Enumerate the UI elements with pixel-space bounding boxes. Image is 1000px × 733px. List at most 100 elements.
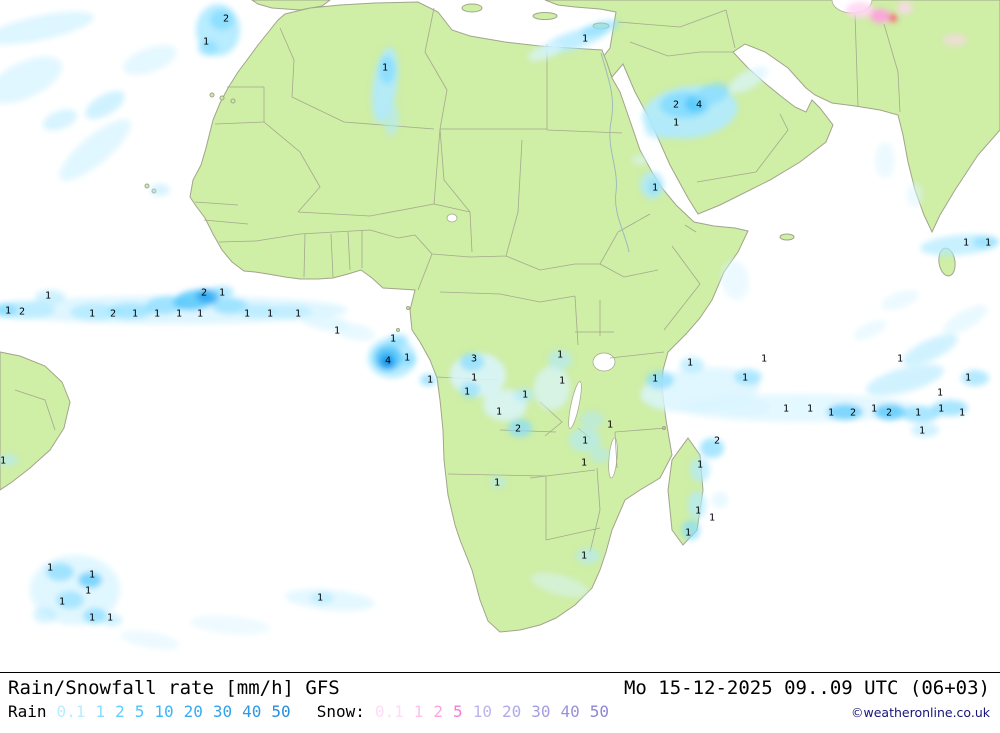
precip-value-label: 1 — [0, 456, 6, 467]
precip-blob — [973, 236, 997, 248]
legend-value: 0.1 — [374, 702, 404, 721]
canary-island — [209, 92, 215, 98]
precip-value-label: 1 — [685, 528, 691, 539]
precip-blob — [0, 56, 63, 104]
sicily-island — [461, 3, 483, 13]
legend-value: 1 — [413, 702, 424, 721]
precip-blob — [710, 394, 770, 416]
precip-value-label: 1 — [404, 353, 410, 364]
precip-value-label: 1 — [557, 350, 563, 361]
precip-value-label: 1 — [687, 358, 693, 369]
lake-victoria — [592, 352, 616, 372]
legend-value: 5 — [134, 702, 145, 721]
precip-value-label: 2 — [19, 307, 25, 318]
precip-value-label: 1 — [652, 183, 658, 194]
precip-blob — [688, 491, 706, 519]
precip-blob — [646, 371, 674, 389]
precip-blob — [0, 454, 18, 466]
precip-blob — [943, 34, 967, 46]
precip-value-label: 1 — [317, 593, 323, 604]
precip-blob — [33, 607, 57, 623]
precip-value-label: 1 — [965, 373, 971, 384]
precip-blob — [897, 2, 913, 14]
precip-blob — [78, 572, 102, 588]
precip-value-label: 1 — [496, 407, 502, 418]
lake-tanganyika — [568, 381, 582, 429]
precip-value-label: 1 — [334, 326, 340, 337]
precip-value-label: 1 — [695, 506, 701, 517]
legend-value: 5 — [453, 702, 463, 721]
precip-blob — [632, 155, 648, 165]
precip-blob — [420, 374, 436, 386]
map-footer: Rain/Snowfall rate [mm/h] GFS Mo 15-12-2… — [0, 672, 1000, 733]
precip-blob — [59, 119, 131, 181]
precip-value-label: 1 — [107, 613, 113, 624]
precip-value-label: 1 — [427, 375, 433, 386]
precip-blob — [530, 572, 590, 598]
precip-blob — [0, 303, 17, 317]
legend-value: 30 — [212, 702, 233, 721]
precip-value-label: 2 — [110, 309, 116, 320]
product-title: Rain/Snowfall rate [mm/h] GFS — [8, 677, 340, 699]
precip-blob — [379, 56, 395, 84]
precip-blob — [384, 358, 392, 366]
precip-blob — [35, 290, 65, 304]
precip-value-label: 1 — [697, 460, 703, 471]
precip-blob — [70, 304, 120, 320]
precip-value-label: 1 — [582, 436, 588, 447]
precip-blob — [108, 303, 152, 319]
precip-value-label: 1 — [871, 404, 877, 415]
precip-value-label: 2 — [223, 14, 229, 25]
socotra-island — [779, 233, 795, 241]
precip-value-label: 1 — [5, 306, 11, 317]
precip-value-label: 1 — [919, 426, 925, 437]
precip-blob — [534, 366, 570, 410]
precip-value-label: 1 — [607, 420, 613, 431]
precip-blob — [335, 323, 375, 341]
precip-value-label: 1 — [295, 309, 301, 320]
precip-value-label: 1 — [652, 374, 658, 385]
precip-value-label: 1 — [761, 354, 767, 365]
cape-verde-island — [144, 183, 150, 189]
precip-value-label: 4 — [385, 356, 391, 367]
precip-blob — [210, 286, 234, 298]
precip-blob — [310, 592, 334, 604]
precip-value-label: 1 — [89, 309, 95, 320]
precip-blob — [911, 423, 939, 437]
precip-blob — [46, 563, 74, 581]
precip-blob — [932, 400, 968, 416]
copyright-notice: ©weatheronline.co.uk — [851, 705, 990, 720]
precip-value-label: 1 — [154, 309, 160, 320]
precip-value-label: 1 — [559, 376, 565, 387]
precip-blob — [190, 615, 270, 635]
precip-value-label: 1 — [45, 291, 51, 302]
precip-value-label: 1 — [267, 309, 273, 320]
precip-value-label: 1 — [582, 34, 588, 45]
rain-legend-scale: 0.1 1 2 5 10 20 30 40 50 — [47, 702, 291, 721]
precip-blob — [590, 447, 610, 463]
legend-value: 40 — [560, 702, 580, 721]
precip-blob — [694, 82, 730, 106]
precip-blob — [514, 388, 534, 402]
precip-blob — [875, 142, 895, 178]
footer-legend-row: Rain 0.1 1 2 5 10 20 30 40 50 Snow: 0.1 1 2 5 10 20 30… — [0, 699, 1000, 721]
precip-value-label: 1 — [522, 390, 528, 401]
precip-blob — [728, 66, 768, 94]
precip-blob — [712, 492, 728, 508]
precip-value-label: 1 — [673, 118, 679, 129]
precip-value-label: 2 — [673, 100, 679, 111]
precip-blob — [942, 305, 988, 335]
precip-blob — [400, 354, 416, 366]
nile-river — [600, 52, 630, 253]
precip-blob — [527, 42, 563, 62]
precip-value-label: 1 — [390, 334, 396, 345]
precip-value-label: 1 — [89, 613, 95, 624]
precip-blob — [460, 353, 484, 371]
precip-blob — [700, 438, 724, 458]
valid-datetime: Mo 15-12-2025 09..09 UTC (06+03) — [623, 677, 990, 699]
precip-blob — [56, 591, 84, 609]
legend-value: 30 — [531, 702, 551, 721]
precip-blob — [961, 370, 989, 386]
